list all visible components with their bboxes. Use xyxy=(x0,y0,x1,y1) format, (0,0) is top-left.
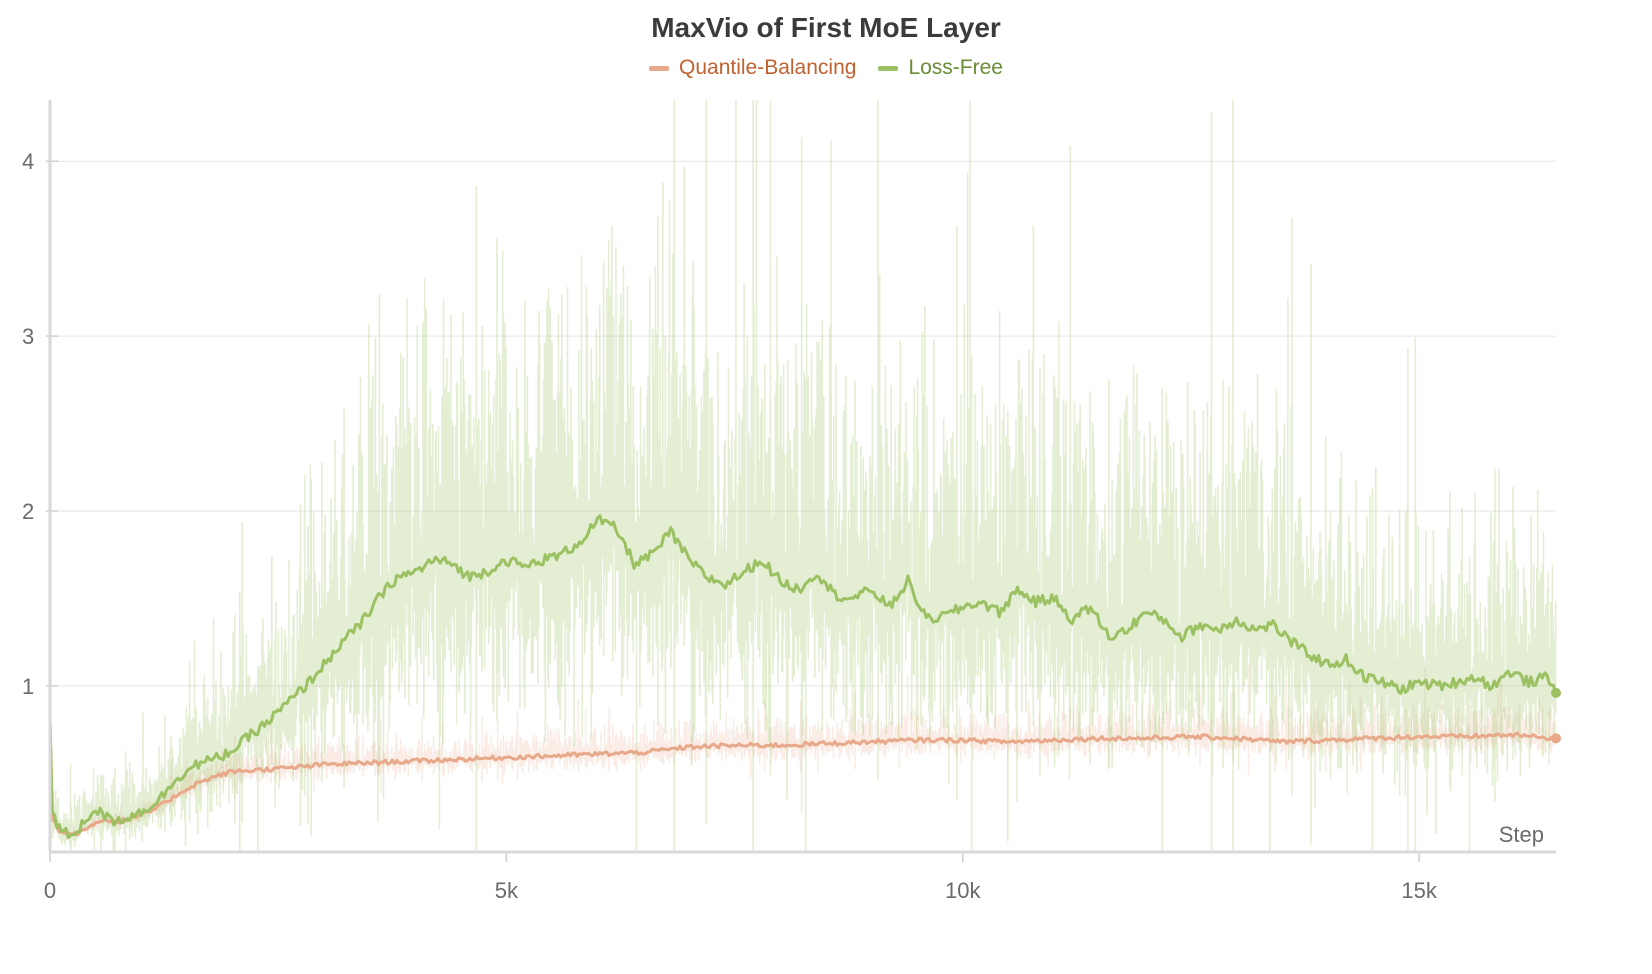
y-tick-label: 2 xyxy=(22,499,34,524)
series-endpoint-quantile-balancing[interactable] xyxy=(1551,733,1561,744)
series-line-loss-free[interactable] xyxy=(48,514,1558,840)
axes: 1 2 3 4 0 5k 10k 15k xyxy=(22,100,1556,903)
legend-label-quantile-balancing: Quantile-Balancing xyxy=(679,56,857,79)
smoothed-series xyxy=(48,514,1561,840)
series-line-quantile-balancing[interactable] xyxy=(48,722,1557,837)
y-tick-label: 3 xyxy=(22,324,34,349)
grid-lines xyxy=(50,160,1556,687)
legend-label-loss-free: Loss-Free xyxy=(908,56,1003,79)
legend: Quantile-Balancing Loss-Free xyxy=(0,56,1652,80)
legend-item-quantile-balancing[interactable]: Quantile-Balancing xyxy=(649,56,856,80)
series-endpoint-loss-free[interactable] xyxy=(1551,687,1561,698)
y-tick-label: 1 xyxy=(22,674,34,699)
legend-swatch-quantile-balancing xyxy=(649,65,669,71)
legend-item-loss-free[interactable]: Loss-Free xyxy=(878,56,1003,80)
x-tick-label: 5k xyxy=(495,878,519,903)
x-axis-label: Step xyxy=(1499,822,1544,847)
chart-title: MaxVio of First MoE Layer xyxy=(651,12,1001,43)
y-tick-label: 4 xyxy=(22,149,34,174)
x-tick-label: 10k xyxy=(945,878,981,903)
x-tick-label: 0 xyxy=(44,878,56,903)
x-tick-label: 15k xyxy=(1401,878,1437,903)
legend-swatch-loss-free xyxy=(878,65,899,71)
